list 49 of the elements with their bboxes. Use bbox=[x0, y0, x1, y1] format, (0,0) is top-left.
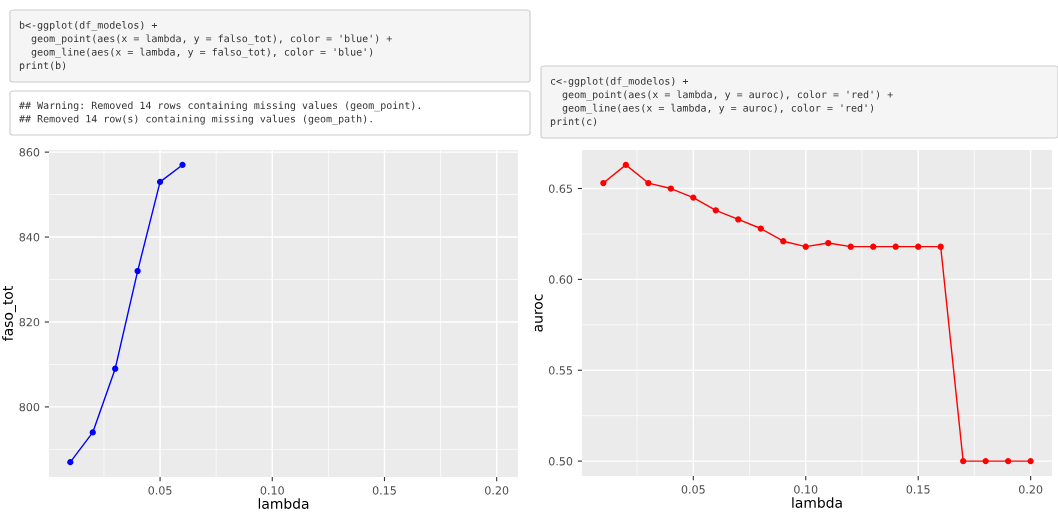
point bbox=[757, 225, 764, 232]
point bbox=[735, 216, 742, 223]
point bbox=[89, 429, 96, 436]
point bbox=[960, 457, 967, 465]
point bbox=[937, 243, 944, 250]
point bbox=[112, 365, 119, 372]
y-tick-label: 0.65 bbox=[548, 184, 572, 193]
x-tick-label: 0.10 bbox=[794, 485, 818, 494]
point bbox=[825, 239, 832, 247]
text: b<-ggplot(df_modelos) + geom_point(aes(x = lambda, y = falso_tot), color = 'blue') + geom_line(aes(x = lambda, y = falso_tot), color = 'blue') print(b) bbox=[19, 20, 392, 72]
text: c<-ggplot(df_modelos) + geom_point(aes(x = lambda, y = auroc), color = 'red') + geom_line(aes(x = lambda, y = auroc), color = 'red') print(c) bbox=[550, 76, 893, 128]
x-tick-label: 0.15 bbox=[372, 486, 396, 495]
y-tick-label: 820 bbox=[19, 317, 40, 327]
y-tick-label: 0.50 bbox=[548, 457, 573, 466]
x-tick-label: 0.20 bbox=[485, 486, 509, 495]
y-tick-label: 860 bbox=[19, 148, 40, 157]
point bbox=[667, 185, 674, 192]
text: ## Warning: Removed 14 rows containing missing values (geom_point). ## Removed 14 row(s) containing missing values (geom_path). bbox=[19, 101, 420, 125]
y-tick-label: 800 bbox=[19, 402, 40, 412]
point bbox=[1027, 457, 1034, 465]
point bbox=[645, 179, 652, 187]
x-tick-label: 0.15 bbox=[906, 485, 930, 494]
y-tick-label: 0.55 bbox=[548, 366, 572, 375]
x-tick-label: 0.05 bbox=[681, 485, 705, 494]
x-axis-title: lambda bbox=[792, 497, 842, 508]
point bbox=[134, 267, 141, 275]
point bbox=[982, 457, 989, 465]
point bbox=[712, 207, 719, 214]
point bbox=[802, 243, 809, 250]
point bbox=[870, 243, 877, 250]
point bbox=[780, 238, 787, 245]
point bbox=[67, 459, 74, 466]
y-tick-label: 0.60 bbox=[548, 275, 573, 284]
point bbox=[1005, 457, 1012, 465]
x-tick-label: 0.10 bbox=[260, 486, 284, 495]
point bbox=[915, 243, 922, 250]
x-axis-title: lambda bbox=[258, 498, 309, 509]
point bbox=[690, 194, 697, 201]
x-tick-label: 0.05 bbox=[148, 486, 172, 495]
point bbox=[600, 179, 607, 187]
x-tick-label: 0.20 bbox=[1019, 485, 1043, 494]
point bbox=[847, 243, 854, 250]
y-tick-label: 840 bbox=[19, 233, 40, 242]
y-axis-title: faso_tot bbox=[2, 286, 16, 341]
point bbox=[622, 161, 629, 169]
point bbox=[179, 161, 186, 168]
y-axis-title: auroc bbox=[534, 294, 543, 332]
point bbox=[892, 243, 899, 250]
point bbox=[156, 178, 164, 185]
